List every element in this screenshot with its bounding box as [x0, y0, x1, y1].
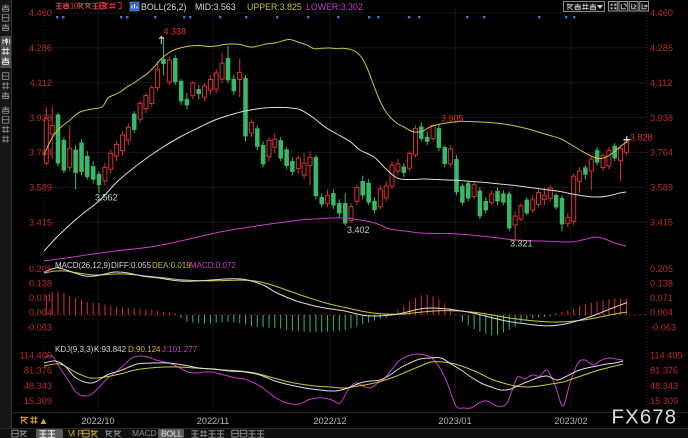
svg-text:3.562: 3.562 [95, 193, 118, 203]
svg-text:4.286: 4.286 [650, 43, 673, 53]
svg-text:UPPER:3.825: UPPER:3.825 [247, 2, 302, 12]
svg-text:15.309: 15.309 [650, 396, 678, 406]
svg-text:BOLL(26,2): BOLL(26,2) [141, 2, 187, 12]
svg-text:MACD: MACD [132, 428, 157, 438]
svg-text:3.321: 3.321 [510, 239, 533, 249]
svg-text:0.004: 0.004 [29, 308, 52, 318]
svg-text:4.112: 4.112 [650, 78, 672, 88]
svg-text:DIFF:0.055: DIFF:0.055 [111, 261, 152, 270]
svg-text:LOWER:3.302: LOWER:3.302 [306, 2, 363, 12]
svg-text:MID:3.563: MID:3.563 [195, 2, 236, 12]
svg-text:3.828: 3.828 [630, 132, 653, 142]
svg-text:0.071: 0.071 [29, 293, 52, 303]
svg-text:48.343: 48.343 [24, 381, 52, 391]
svg-text:I: I [73, 429, 76, 438]
svg-text:0.138: 0.138 [650, 279, 673, 289]
svg-text:3.764: 3.764 [650, 148, 673, 158]
svg-text:81.376: 81.376 [24, 366, 52, 376]
svg-text:3.589: 3.589 [29, 182, 52, 192]
svg-text:0.004: 0.004 [650, 308, 673, 318]
svg-text:MACD:0.072: MACD:0.072 [190, 261, 236, 270]
svg-text:3.938: 3.938 [29, 113, 52, 123]
svg-text:0: 0 [74, 1, 79, 10]
svg-text:3.589: 3.589 [650, 182, 673, 192]
svg-text:3.938: 3.938 [650, 113, 673, 123]
svg-text:3.415: 3.415 [650, 217, 673, 227]
svg-text:0.071: 0.071 [650, 293, 673, 303]
svg-text:81.376: 81.376 [650, 366, 678, 376]
svg-text:DEA:0.019: DEA:0.019 [152, 261, 191, 270]
svg-text:2022/10: 2022/10 [81, 416, 114, 426]
svg-text:3.905: 3.905 [441, 114, 464, 124]
svg-text:K:93.842: K:93.842 [94, 345, 127, 354]
svg-text:KDJ(9,3,3): KDJ(9,3,3) [55, 345, 94, 354]
svg-text:BOLL: BOLL [161, 428, 183, 438]
svg-text:4.460: 4.460 [29, 8, 52, 18]
svg-text:1: 1 [70, 1, 75, 10]
svg-text:J:101.277: J:101.277 [162, 345, 198, 354]
svg-text:FX678: FX678 [612, 407, 678, 429]
svg-text:D:90.124: D:90.124 [128, 345, 161, 354]
svg-text:2022/11: 2022/11 [197, 416, 230, 426]
svg-text:-0.063: -0.063 [650, 322, 676, 332]
svg-text:MACD(26,12,9): MACD(26,12,9) [55, 261, 111, 270]
svg-text:3.415: 3.415 [29, 217, 52, 227]
svg-text:3.764: 3.764 [29, 148, 52, 158]
svg-text:-0.063: -0.063 [26, 322, 52, 332]
svg-text:3.402: 3.402 [347, 225, 370, 235]
svg-text:P: P [77, 429, 83, 438]
svg-text:0.138: 0.138 [29, 279, 52, 289]
svg-text:2022/12: 2022/12 [313, 416, 346, 426]
svg-text:4.286: 4.286 [29, 43, 52, 53]
svg-text:0.205: 0.205 [650, 264, 673, 274]
svg-text:48.343: 48.343 [650, 381, 678, 391]
svg-text:2023/01: 2023/01 [438, 416, 471, 426]
svg-text:0.205: 0.205 [29, 264, 52, 274]
svg-text:114.409: 114.409 [650, 351, 683, 361]
svg-text:114.409: 114.409 [19, 351, 52, 361]
svg-text:4.460: 4.460 [650, 8, 673, 18]
svg-text:2023/02: 2023/02 [554, 416, 587, 426]
svg-text:15.309: 15.309 [24, 396, 52, 406]
svg-text:4.112: 4.112 [30, 78, 52, 88]
svg-text:V: V [68, 429, 74, 438]
svg-text:4.338: 4.338 [164, 27, 187, 37]
